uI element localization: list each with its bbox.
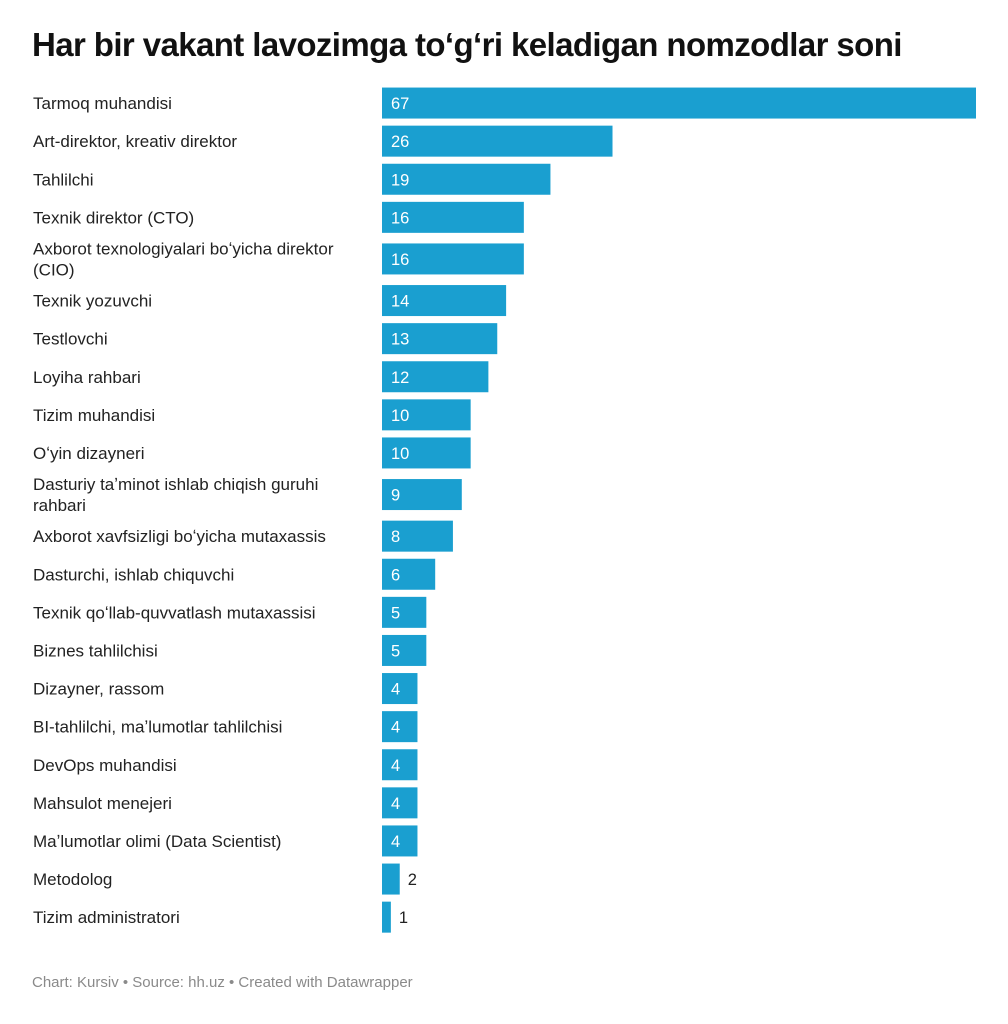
bar-value-label: 14 (391, 293, 409, 311)
bar-value-label: 5 (391, 642, 400, 660)
bar (382, 243, 524, 275)
chart-footer: Chart: Kursiv • Source: hh.uz • Created … (32, 974, 413, 991)
bar (382, 711, 418, 743)
category-label: Axborot xavfsizligi boʻyicha mutaxassis (33, 527, 326, 546)
bar (382, 285, 507, 317)
bar-row: Testlovchi 13 (33, 323, 498, 355)
bar (382, 787, 418, 819)
bar-value-label: 9 (391, 487, 400, 505)
category-label: Testlovchi (33, 330, 108, 349)
bar-row: Dasturiy taʼminot ishlab chiqish guruhi r… (33, 475, 462, 515)
bar-value-label: 10 (391, 445, 409, 463)
category-label: Mahsulot menejeri (33, 794, 172, 813)
bar (382, 673, 418, 705)
bar-value-label: 4 (391, 681, 400, 699)
bar-value-label: 6 (391, 566, 400, 584)
bar-value-label: 2 (408, 871, 417, 889)
bar-row: Axborot xavfsizligi boʻyicha mutaxassis 8 (33, 520, 453, 552)
bar-row: DevOps muhandisi 4 (33, 749, 418, 781)
bar (382, 125, 613, 157)
bar-value-label: 13 (391, 331, 409, 349)
bar (382, 87, 976, 119)
bar-value-label: 16 (391, 251, 409, 269)
bar (382, 201, 524, 233)
bar-value-label: 26 (391, 133, 409, 151)
bar (382, 520, 453, 552)
category-label: Dasturchi, ishlab chiquvchi (33, 565, 234, 584)
bar-row: Tizim administratori 1 (33, 901, 408, 933)
category-label: Dasturiy taʼminot ishlab chiqish guruhi r… (33, 475, 318, 515)
bar-value-label: 10 (391, 407, 409, 425)
bar (382, 749, 418, 781)
bar-value-label: 19 (391, 171, 409, 189)
bar-value-label: 1 (399, 909, 408, 927)
bar (382, 558, 436, 590)
category-label: BI-tahlilchi, maʼlumotlar tahlilchisi (33, 718, 282, 737)
bar-row: Texnik yozuvchi 14 (33, 285, 507, 317)
bar-row: Oʻyin dizayneri 10 (33, 437, 471, 469)
bar-row: Biznes tahlilchisi 5 (33, 634, 427, 666)
category-label: Texnik yozuvchi (33, 292, 152, 311)
category-label: Art-direktor, kreativ direktor (33, 132, 237, 151)
category-label: Texnik qoʻllab-quvvatlash mutaxassisi (33, 603, 316, 622)
category-label: Texnik direktor (CTO) (33, 208, 194, 227)
category-label: Maʼlumotlar olimi (Data Scientist) (33, 832, 281, 851)
bar-row: Dasturchi, ishlab chiquvchi 6 (33, 558, 436, 590)
category-label: Axborot texnologiyalari boʻyicha direkto… (33, 239, 334, 279)
bar (382, 863, 400, 895)
bar-row: Texnik qoʻllab-quvvatlash mutaxassisi 5 (33, 596, 427, 628)
bar-value-label: 12 (391, 369, 409, 387)
category-label: Dizayner, rassom (33, 680, 164, 699)
bar (382, 399, 471, 431)
bar-value-label: 5 (391, 604, 400, 622)
bar (382, 634, 427, 666)
bar-row: Mahsulot menejeri 4 (33, 787, 418, 819)
category-label: Biznes tahlilchisi (33, 641, 158, 660)
bar-row: Tahlilchi 19 (33, 163, 551, 195)
bar-value-label: 67 (391, 95, 409, 113)
bar (382, 361, 489, 393)
category-label: Oʻyin dizayneri (33, 444, 145, 463)
bar-row: Dizayner, rassom 4 (33, 673, 418, 705)
category-label: Tarmoq muhandisi (33, 94, 172, 113)
bar-chart: Tarmoq muhandisi 67 Art-direktor, kreativ … (33, 87, 976, 933)
category-label: DevOps muhandisi (33, 756, 177, 775)
bar (382, 901, 391, 933)
bar-value-label: 4 (391, 795, 400, 813)
bar-value-label: 4 (391, 833, 400, 851)
bar (382, 437, 471, 469)
bar-row: Tarmoq muhandisi 67 (33, 87, 976, 119)
bar-row: Tizim muhandisi 10 (33, 399, 471, 431)
bar-row: BI-tahlilchi, maʼlumotlar tahlilchisi 4 (33, 711, 418, 743)
bar (382, 596, 427, 628)
bar-value-label: 4 (391, 719, 400, 737)
bar-row: Axborot texnologiyalari boʻyicha direkto… (33, 239, 524, 279)
bar (382, 825, 418, 857)
bar-row: Maʼlumotlar olimi (Data Scientist) 4 (33, 825, 418, 857)
bar-row: Art-direktor, kreativ direktor 26 (33, 125, 613, 157)
bar (382, 163, 551, 195)
bar (382, 479, 462, 511)
category-label: Loyiha rahbari (33, 368, 141, 387)
chart-title: Har bir vakant lavozimga toʻgʻri keladig… (32, 26, 902, 63)
category-label: Tizim administratori (33, 908, 180, 927)
bar-value-label: 8 (391, 528, 400, 546)
bar-row: Loyiha rahbari 12 (33, 361, 489, 393)
category-label: Tizim muhandisi (33, 406, 155, 425)
category-label: Metodolog (33, 870, 112, 889)
bar-row: Texnik direktor (CTO) 16 (33, 201, 524, 233)
bar-value-label: 4 (391, 757, 400, 775)
category-label: Tahlilchi (33, 170, 93, 189)
bar (382, 323, 498, 355)
bar-value-label: 16 (391, 209, 409, 227)
bar-row: Metodolog 2 (33, 863, 417, 895)
